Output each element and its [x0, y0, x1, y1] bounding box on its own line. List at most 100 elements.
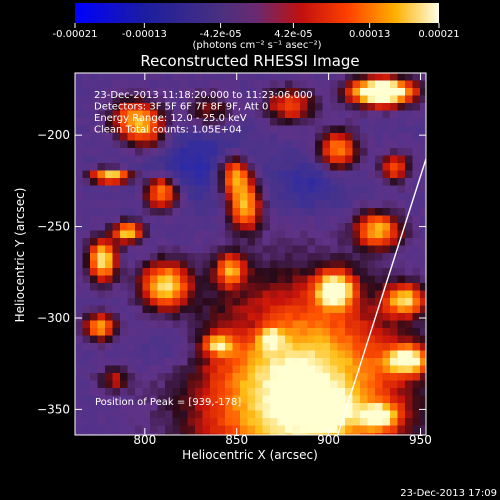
heatmap-cell: [322, 305, 331, 314]
heatmap-cell: [405, 298, 413, 306]
heatmap-cell: [127, 410, 136, 419]
heatmap-cell: [300, 73, 308, 81]
heatmap-cell: [337, 80, 346, 89]
heatmap-cell: [300, 268, 308, 276]
heatmap-cell: [232, 358, 241, 366]
heatmap-cell: [247, 260, 256, 269]
heatmap-cell: [97, 215, 106, 224]
heatmap-cell: [180, 283, 188, 291]
heatmap-cell: [300, 275, 308, 284]
heatmap-cell: [150, 260, 158, 269]
heatmap-cell: [127, 118, 136, 126]
heatmap-cell: [97, 425, 106, 434]
heatmap-cell: [97, 118, 106, 126]
heatmap-cell: [225, 328, 233, 336]
heatmap-cell: [412, 95, 421, 104]
heatmap-cell: [300, 328, 308, 336]
heatmap-cell: [172, 373, 181, 381]
heatmap-cell: [390, 223, 398, 231]
heatmap-cell: [277, 178, 286, 186]
heatmap-cell: [75, 110, 83, 119]
heatmap-cell: [292, 395, 301, 404]
heatmap-cell: [367, 163, 376, 171]
heatmap-cell: [82, 388, 91, 396]
heatmap-cell: [247, 185, 256, 194]
heatmap-cell: [135, 418, 143, 426]
heatmap-cell: [172, 335, 181, 344]
heatmap-cell: [375, 170, 383, 179]
heatmap-cell: [82, 403, 91, 411]
heatmap-cell: [202, 125, 211, 134]
heatmap-cell: [112, 283, 121, 291]
heatmap-cell: [232, 163, 241, 171]
heatmap-cell: [195, 88, 203, 96]
heatmap-cell: [420, 140, 426, 149]
heatmap-cell: [210, 395, 218, 404]
heatmap-cell: [247, 320, 256, 329]
heatmap-cell: [307, 388, 316, 396]
heatmap-cell: [255, 358, 263, 366]
heatmap-cell: [420, 133, 426, 141]
heatmap-cell: [97, 403, 106, 411]
heatmap-cell: [300, 343, 308, 351]
heatmap-cell: [337, 230, 346, 239]
heatmap-cell: [420, 95, 426, 104]
heatmap-cell: [210, 118, 218, 126]
heatmap-cell: [142, 148, 151, 156]
heatmap-cell: [405, 358, 413, 366]
heatmap-cell: [277, 290, 286, 299]
heatmap-cell: [390, 373, 398, 381]
heatmap-cell: [285, 230, 293, 239]
heatmap-cell: [150, 425, 158, 434]
heatmap-cell: [165, 335, 173, 344]
heatmap-cell: [270, 133, 278, 141]
heatmap-cell: [105, 268, 113, 276]
heatmap-cell: [90, 275, 98, 284]
heatmap-cell: [330, 253, 338, 261]
heatmap-cell: [210, 320, 218, 329]
heatmap-cell: [247, 410, 256, 419]
heatmap-cell: [360, 283, 368, 291]
heatmap-cell: [120, 125, 128, 134]
heatmap-cell: [82, 275, 91, 284]
heatmap-cell: [135, 388, 143, 396]
heatmap-cell: [202, 110, 211, 119]
heatmap-cell: [195, 110, 203, 119]
heatmap-cell: [322, 88, 331, 96]
heatmap-cell: [420, 418, 426, 426]
heatmap-cell: [142, 350, 151, 359]
heatmap-cell: [270, 305, 278, 314]
heatmap-cell: [157, 328, 166, 336]
heatmap-cell: [420, 320, 426, 329]
heatmap-cell: [127, 358, 136, 366]
heatmap-cell: [210, 298, 218, 306]
heatmap-cell: [270, 298, 278, 306]
heatmap-cell: [150, 245, 158, 254]
heatmap-cell: [180, 373, 188, 381]
heatmap-cell: [165, 260, 173, 269]
heatmap-cell: [397, 140, 406, 149]
heatmap-cell: [262, 238, 271, 246]
heatmap-cell: [322, 215, 331, 224]
heatmap-cell: [382, 290, 391, 299]
heatmap-cell: [397, 170, 406, 179]
heatmap-cell: [360, 433, 368, 435]
heatmap-cell: [262, 283, 271, 291]
heatmap-cell: [82, 170, 91, 179]
heatmap-cell: [285, 305, 293, 314]
heatmap-cell: [247, 133, 256, 141]
heatmap-cell: [412, 133, 421, 141]
heatmap-cell: [262, 425, 271, 434]
heatmap-cell: [270, 110, 278, 119]
heatmap-cell: [255, 365, 263, 374]
heatmap-cell: [322, 110, 331, 119]
heatmap-cell: [172, 425, 181, 434]
heatmap-cell: [135, 245, 143, 254]
heatmap-cell: [345, 418, 353, 426]
heatmap-cell: [120, 178, 128, 186]
x-tick-label: 900: [317, 433, 340, 447]
heatmap-cell: [292, 140, 301, 149]
heatmap-cell: [277, 260, 286, 269]
heatmap-cell: [307, 328, 316, 336]
heatmap-cell: [292, 80, 301, 89]
